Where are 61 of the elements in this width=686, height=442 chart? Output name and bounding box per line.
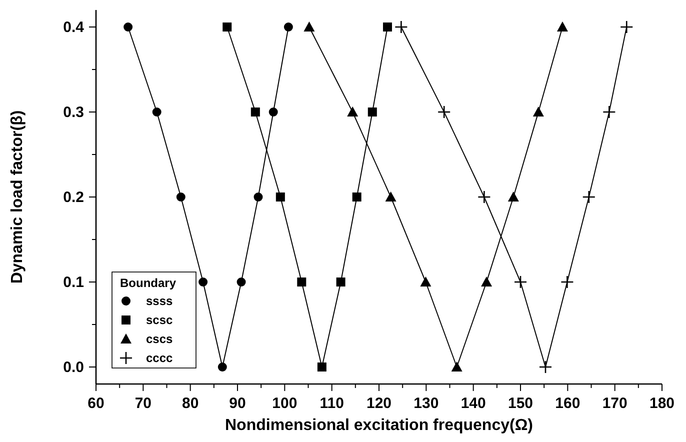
point [532, 106, 544, 116]
point [347, 106, 358, 116]
point [437, 105, 451, 119]
point [218, 362, 227, 372]
point [352, 192, 362, 202]
point [394, 20, 408, 34]
point [254, 192, 263, 202]
point [317, 362, 326, 372]
x-tick-label: 70 [134, 395, 152, 412]
point [297, 278, 306, 286]
point [250, 108, 260, 116]
point [368, 108, 377, 116]
x-tick-label: 90 [229, 395, 246, 412]
y-tick-label: 0.3 [63, 104, 84, 121]
point [304, 22, 315, 32]
legend-title: Boundary [120, 276, 176, 290]
x-tick-label: 180 [649, 395, 675, 412]
x-tick-label: 120 [366, 395, 392, 412]
x-tick-label: 110 [320, 395, 344, 412]
y-tick-label: 0.2 [63, 189, 84, 206]
point [336, 278, 346, 286]
point [124, 22, 133, 32]
point [620, 20, 634, 34]
point [556, 22, 568, 32]
point [481, 276, 492, 286]
legend-label: cccc [146, 351, 174, 365]
point [508, 192, 519, 202]
legend-label: cscs [146, 332, 174, 346]
x-tick-label: 170 [602, 395, 628, 412]
y-axis-title: Dynamic load factor(β) [9, 110, 26, 284]
x-tick-label: 100 [272, 395, 298, 412]
legend-label: ssss [146, 294, 174, 308]
x-tick-label: 60 [88, 395, 104, 412]
point [385, 192, 396, 202]
point [538, 360, 552, 374]
y-tick-label: 0.0 [63, 359, 84, 376]
point [198, 278, 208, 286]
point [582, 190, 596, 204]
point [176, 192, 186, 202]
point [514, 275, 528, 289]
point [560, 275, 574, 289]
y-tick-label: 0.1 [63, 274, 84, 291]
x-tick-label: 130 [414, 395, 439, 412]
point [602, 105, 616, 119]
legend-label: scsc [146, 313, 174, 327]
x-tick-label: 160 [555, 395, 580, 412]
point [478, 190, 491, 204]
point [222, 22, 232, 32]
point [451, 362, 462, 372]
point [268, 108, 278, 116]
x-tick-label: 150 [508, 395, 534, 412]
point [152, 108, 162, 116]
y-tick-label: 0.4 [63, 19, 85, 36]
x-tick-label: 80 [182, 395, 199, 412]
point [420, 276, 432, 286]
point [236, 278, 246, 286]
x-tick-label: 140 [460, 395, 486, 412]
point [382, 22, 392, 32]
x-axis-title: Nondimensional excitation frequency(Ω) [225, 417, 533, 434]
point [284, 22, 293, 32]
point [276, 192, 285, 202]
